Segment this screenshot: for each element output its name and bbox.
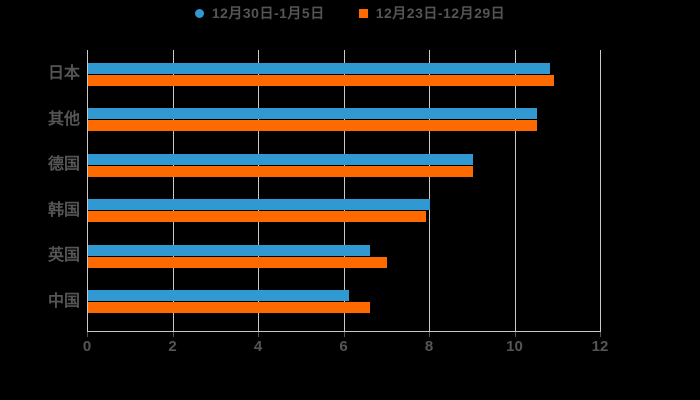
category-label: 英国 bbox=[47, 247, 80, 264]
bar-series1 bbox=[88, 108, 537, 119]
bar-series2 bbox=[88, 74, 554, 86]
bar-series2 bbox=[88, 165, 473, 177]
x-axis-tick-mark bbox=[343, 332, 345, 337]
category-label: 德国 bbox=[47, 156, 80, 173]
x-axis-tick-label: 2 bbox=[168, 338, 177, 355]
category-label: 韩国 bbox=[47, 201, 80, 219]
bar-series1 bbox=[88, 153, 473, 165]
x-axis-tick-mark bbox=[514, 332, 516, 337]
gridline bbox=[343, 50, 345, 331]
bar-series1 bbox=[88, 199, 430, 210]
x-axis-tick-label: 0 bbox=[82, 338, 92, 355]
legend-label-series1: 12月30日-1月5日 bbox=[211, 5, 325, 21]
x-axis-tick-mark bbox=[172, 332, 174, 337]
series2-legend-marker-icon bbox=[358, 8, 368, 18]
x-axis-tick-mark bbox=[258, 332, 259, 337]
x-axis-tick-label: 10 bbox=[506, 338, 523, 355]
bar-series2 bbox=[88, 211, 426, 222]
gridline bbox=[172, 50, 174, 331]
x-axis-tick-mark bbox=[600, 332, 601, 337]
gridline bbox=[600, 50, 601, 331]
x-axis-tick-label: 4 bbox=[253, 338, 263, 355]
gridline bbox=[514, 50, 516, 331]
bar-series2 bbox=[88, 120, 537, 131]
gridline bbox=[429, 50, 430, 331]
x-axis-tick-label: 8 bbox=[424, 338, 434, 355]
bar-series2 bbox=[88, 302, 371, 313]
bar-series1 bbox=[88, 290, 349, 301]
legend: 12月30日-1月5日 12月23日-12月29日 bbox=[0, 3, 700, 23]
y-axis-line bbox=[87, 50, 88, 331]
x-axis-tick-label: 6 bbox=[339, 338, 348, 355]
bar-series1 bbox=[88, 244, 371, 256]
category-label: 中国 bbox=[47, 292, 80, 310]
x-axis-tick-mark bbox=[87, 332, 88, 337]
gridline bbox=[258, 50, 259, 331]
legend-label-series2: 12月23日-12月29日 bbox=[375, 5, 506, 21]
series1-legend-marker-icon bbox=[194, 8, 204, 18]
x-axis-tick-mark bbox=[429, 332, 430, 337]
bar-series1 bbox=[88, 62, 550, 74]
bar-series2 bbox=[88, 256, 388, 268]
legend-item-series2[interactable]: 12月23日-12月29日 bbox=[358, 3, 506, 23]
legend-item-series1[interactable]: 12月30日-1月5日 bbox=[194, 3, 325, 23]
x-axis-tick-label: 12 bbox=[591, 338, 609, 355]
category-label: 日本 bbox=[47, 65, 80, 82]
x-axis-line bbox=[87, 331, 601, 332]
category-label: 其他 bbox=[47, 110, 80, 128]
